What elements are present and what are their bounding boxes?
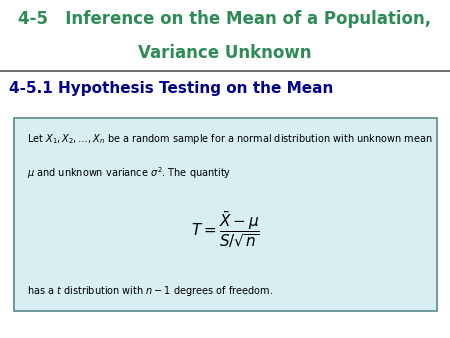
Text: 4-5   Inference on the Mean of a Population,: 4-5 Inference on the Mean of a Populatio…	[18, 10, 432, 28]
Text: $T = \dfrac{\bar{X} - \mu}{S/\sqrt{n}}$: $T = \dfrac{\bar{X} - \mu}{S/\sqrt{n}}$	[190, 210, 260, 250]
Text: $\mu$ and unknown variance $\sigma^2$. The quantity: $\mu$ and unknown variance $\sigma^2$. T…	[27, 166, 231, 182]
Text: Variance Unknown: Variance Unknown	[138, 44, 312, 62]
FancyBboxPatch shape	[14, 118, 436, 311]
Text: Let $X_1, X_2, \ldots, X_n$ be a random sample for a normal distribution with un: Let $X_1, X_2, \ldots, X_n$ be a random …	[27, 132, 433, 146]
Text: 4-5.1 Hypothesis Testing on the Mean: 4-5.1 Hypothesis Testing on the Mean	[9, 81, 333, 96]
Text: has a $t$ distribution with $n - 1$ degrees of freedom.: has a $t$ distribution with $n - 1$ degr…	[27, 284, 273, 298]
